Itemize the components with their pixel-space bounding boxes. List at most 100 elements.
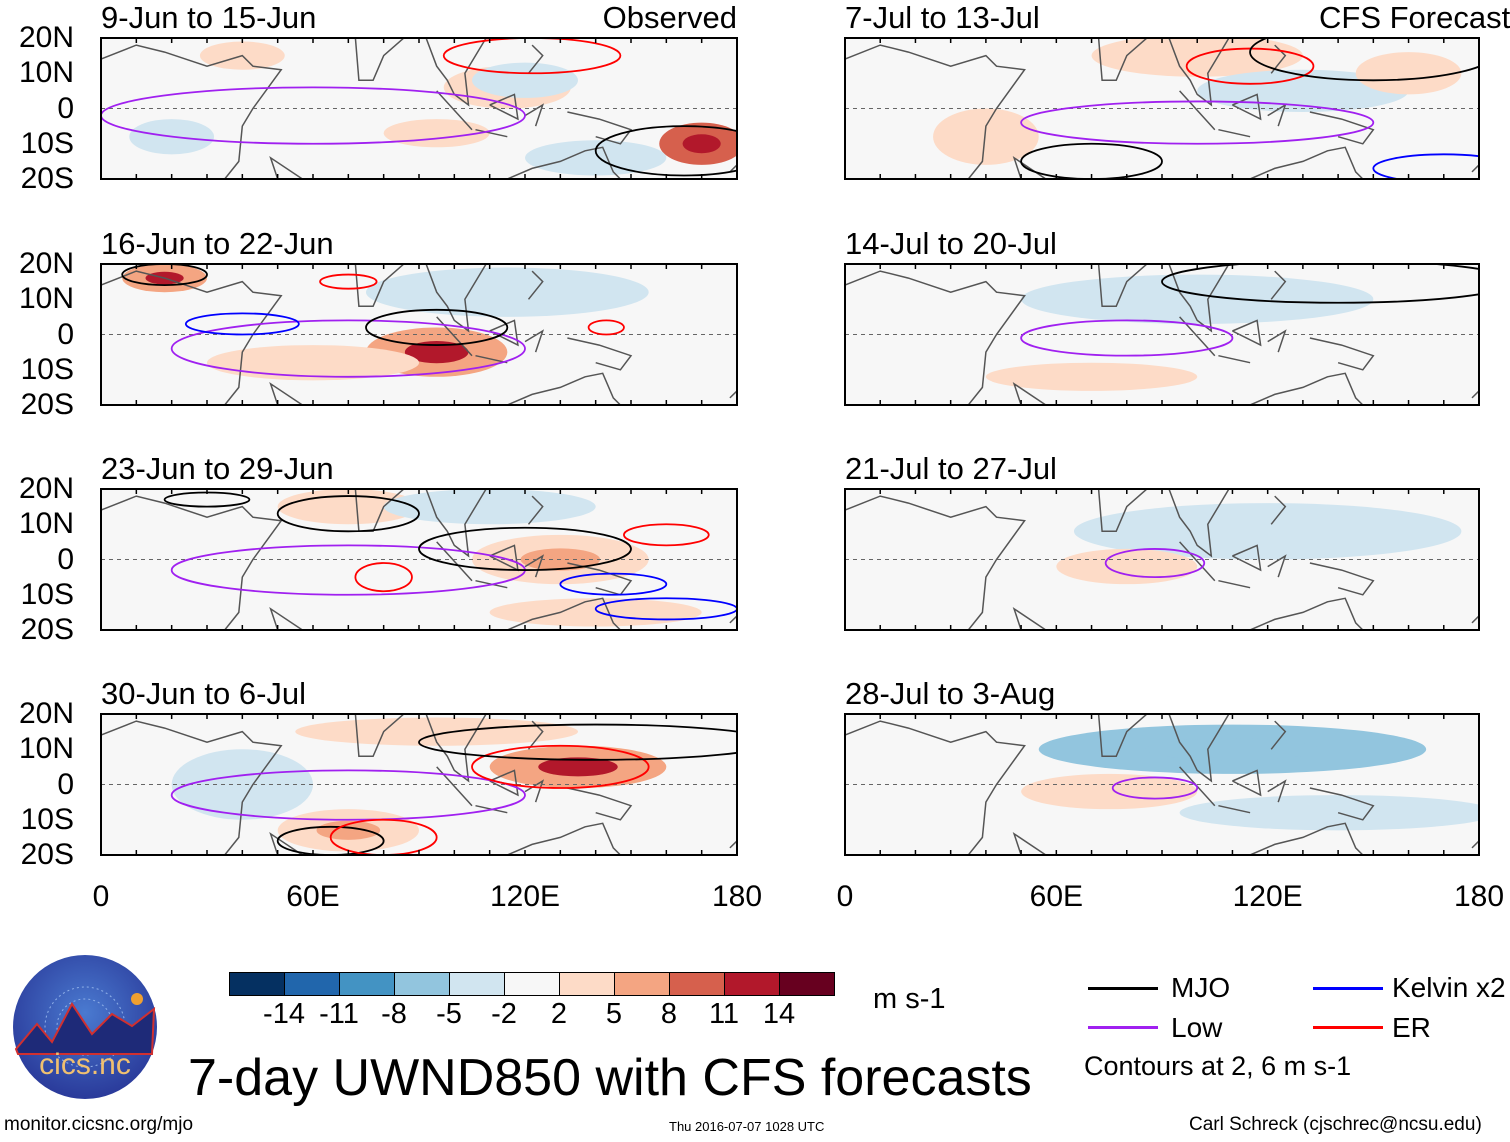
colorbar [229, 972, 835, 996]
low-contour [1020, 319, 1234, 357]
wind-anomaly-shade [1355, 52, 1462, 95]
er-contour [354, 562, 413, 593]
panel-title: 16-Jun to 22-Jun [101, 226, 334, 261]
wind-anomaly-shade [489, 598, 702, 627]
legend-kelvin-line [1313, 987, 1383, 990]
colorbar-swatch [395, 973, 450, 995]
lat-label: 10S [20, 802, 74, 836]
colorbar-tick-label: -2 [491, 998, 517, 1030]
map-panel [844, 488, 1480, 631]
coastline [101, 38, 737, 179]
colorbar-tick-label: -14 [263, 998, 305, 1030]
lat-label: 10N [18, 282, 74, 316]
mjo-contour [1249, 38, 1479, 82]
panel-title: 21-Jul to 27-Jul [845, 451, 1057, 486]
lat-label: 10N [18, 732, 74, 766]
wind-anomaly-shade [295, 717, 578, 746]
mjo-contour [418, 723, 737, 761]
coastline [845, 264, 1479, 405]
lat-label: 0 [57, 91, 74, 125]
er-contour [329, 818, 438, 855]
lat-label: 0 [57, 317, 74, 351]
colorbar-swatch [560, 973, 615, 995]
colorbar-tick-label: 2 [550, 998, 568, 1030]
lat-label: 10N [18, 507, 74, 541]
panel-title: 14-Jul to 20-Jul [845, 226, 1057, 261]
low-contour [1111, 776, 1199, 800]
wind-anomaly-shade [985, 362, 1198, 391]
lon-label: 0 [836, 880, 854, 913]
colorbar-swatch [670, 973, 725, 995]
colorbar-swatch [285, 973, 340, 995]
cics-logo: cics.nc [13, 955, 157, 1099]
panel-title: 30-Jun to 6-Jul [101, 676, 307, 711]
legend-mjo-line [1088, 987, 1158, 990]
wind-anomaly-shade [366, 267, 649, 317]
wind-anomaly-shade [682, 134, 721, 154]
lon-label: 120E [489, 880, 561, 913]
wind-anomaly-shade [1021, 773, 1198, 810]
lat-label: 20S [20, 613, 74, 646]
wind-anomaly-shade [538, 757, 618, 777]
lat-label: 0 [57, 542, 74, 576]
colorbar-swatch [340, 973, 395, 995]
panel-title: 23-Jun to 29-Jun [101, 451, 334, 486]
wind-anomaly-shade [1145, 738, 1320, 761]
legend-low-label: Low [1171, 1012, 1223, 1043]
lon-label: 60E [1029, 880, 1084, 913]
coastline [101, 264, 737, 405]
lat-label: 10N [18, 56, 74, 90]
map-panel [100, 713, 738, 856]
mjo-contour [1161, 264, 1479, 304]
contour-note: Contours at 2, 6 m s-1 [1084, 1051, 1352, 1081]
footer-timestamp: Thu 2016-07-07 1028 UTC [669, 1119, 825, 1134]
colorbar-swatch [505, 973, 560, 995]
map-panel [844, 37, 1480, 180]
lon-label: 120E [1232, 880, 1303, 913]
mjo-contour [121, 264, 208, 287]
wind-anomaly-shade [525, 140, 667, 176]
lon-label: 0 [92, 880, 110, 913]
lat-label: 20N [18, 247, 74, 280]
wind-anomaly-shade [1056, 548, 1198, 585]
wind-anomaly-shade [933, 108, 1039, 165]
legend-er-label: ER [1392, 1012, 1431, 1043]
wind-anomaly-shade [1073, 503, 1462, 560]
lat-label: 0 [57, 767, 74, 801]
legend-kelvin-label: Kelvin x2 [1392, 972, 1506, 1003]
lat-label: 20N [18, 21, 74, 54]
wind-anomaly-shade [472, 62, 578, 98]
figure-title: 7-day UWND850 with CFS forecasts [188, 1049, 1032, 1107]
er-contour [442, 38, 622, 75]
colorbar-swatch [230, 973, 285, 995]
lat-label: 20S [20, 162, 74, 195]
wind-anomaly-shade [1179, 795, 1479, 831]
low-contour [1104, 548, 1206, 579]
kelvin-contour [184, 312, 300, 336]
observed-label: Observed [602, 0, 737, 35]
map-panel [844, 713, 1480, 856]
lon-label: 180 [711, 880, 763, 913]
map-panel [844, 263, 1480, 406]
coastline [845, 489, 1479, 630]
er-contour [319, 273, 378, 290]
lat-label: 10S [20, 352, 74, 386]
lat-label: 20S [20, 388, 74, 421]
lat-label: 10S [20, 577, 74, 611]
mjo-contour [276, 825, 385, 855]
mjo-contour [594, 125, 737, 177]
legend-mjo-label: MJO [1171, 972, 1231, 1003]
wind-anomaly-shade [207, 345, 419, 381]
lat-label: 20S [20, 838, 74, 871]
kelvin-contour [1372, 153, 1479, 179]
wind-anomaly-shade [404, 341, 469, 364]
colorbar-tick-label: 14 [762, 998, 796, 1030]
map-panel [100, 263, 738, 406]
panel-title: 7-Jul to 13-Jul [845, 0, 1040, 35]
mjo-contour [365, 308, 509, 346]
legend-low-line [1088, 1026, 1158, 1029]
colorbar-units: m s-1 [873, 983, 946, 1015]
legend-er-line [1313, 1026, 1383, 1029]
wind-anomaly-shade [1021, 274, 1374, 324]
